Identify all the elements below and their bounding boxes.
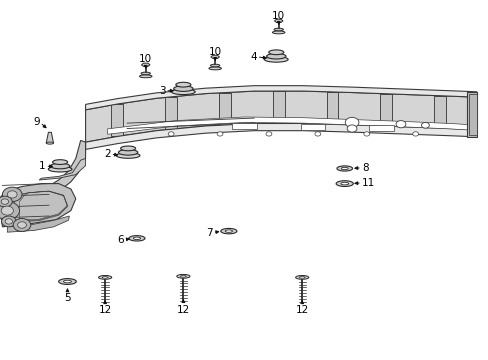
- Polygon shape: [274, 19, 283, 23]
- Circle shape: [363, 132, 369, 136]
- Ellipse shape: [210, 64, 220, 67]
- Text: 6: 6: [117, 235, 123, 245]
- Ellipse shape: [335, 181, 353, 186]
- Polygon shape: [468, 94, 476, 135]
- Ellipse shape: [268, 50, 283, 55]
- Circle shape: [1, 199, 9, 204]
- Ellipse shape: [224, 230, 232, 232]
- Circle shape: [2, 187, 22, 202]
- Ellipse shape: [273, 28, 283, 31]
- Polygon shape: [107, 117, 473, 134]
- Text: 1: 1: [39, 161, 45, 171]
- Polygon shape: [0, 184, 76, 227]
- Circle shape: [421, 122, 428, 128]
- Polygon shape: [46, 132, 53, 143]
- Ellipse shape: [295, 275, 308, 279]
- Ellipse shape: [141, 72, 150, 75]
- Polygon shape: [326, 92, 338, 124]
- Circle shape: [13, 219, 31, 231]
- Text: 11: 11: [361, 178, 374, 188]
- Ellipse shape: [340, 182, 348, 185]
- Circle shape: [412, 132, 418, 136]
- Ellipse shape: [336, 166, 352, 171]
- Polygon shape: [466, 92, 476, 137]
- Ellipse shape: [208, 67, 221, 70]
- Polygon shape: [232, 123, 256, 129]
- Ellipse shape: [59, 279, 76, 284]
- Ellipse shape: [46, 142, 54, 144]
- Polygon shape: [272, 91, 284, 123]
- Circle shape: [7, 191, 17, 198]
- Polygon shape: [210, 55, 219, 59]
- Circle shape: [345, 117, 358, 127]
- Polygon shape: [433, 96, 445, 128]
- Text: 2: 2: [103, 149, 110, 159]
- Ellipse shape: [48, 166, 72, 172]
- Ellipse shape: [180, 275, 186, 277]
- Ellipse shape: [176, 82, 190, 87]
- Ellipse shape: [221, 229, 236, 234]
- Polygon shape: [368, 125, 393, 131]
- Ellipse shape: [50, 163, 70, 169]
- Circle shape: [395, 121, 405, 128]
- Text: 3: 3: [158, 86, 165, 96]
- Circle shape: [168, 132, 174, 136]
- Circle shape: [1, 216, 16, 227]
- Text: 10: 10: [139, 54, 152, 64]
- Text: 4: 4: [249, 52, 256, 62]
- Text: 10: 10: [272, 10, 285, 21]
- Ellipse shape: [121, 146, 135, 151]
- Ellipse shape: [102, 276, 108, 278]
- Circle shape: [1, 206, 14, 215]
- Ellipse shape: [98, 275, 111, 279]
- Ellipse shape: [133, 237, 141, 239]
- Text: 10: 10: [208, 46, 221, 57]
- Ellipse shape: [118, 150, 138, 155]
- Ellipse shape: [177, 274, 189, 278]
- Circle shape: [314, 132, 320, 136]
- Circle shape: [265, 132, 271, 136]
- Polygon shape: [141, 63, 150, 67]
- Polygon shape: [219, 93, 230, 125]
- Polygon shape: [380, 94, 391, 126]
- Text: 12: 12: [176, 305, 190, 315]
- Polygon shape: [165, 97, 177, 129]
- Circle shape: [0, 202, 20, 220]
- Text: 9: 9: [33, 117, 40, 127]
- Polygon shape: [39, 158, 85, 180]
- Circle shape: [5, 219, 12, 224]
- Ellipse shape: [129, 235, 144, 241]
- Circle shape: [18, 222, 26, 228]
- Ellipse shape: [63, 280, 71, 283]
- Polygon shape: [85, 123, 476, 149]
- Polygon shape: [300, 124, 325, 130]
- Polygon shape: [85, 86, 476, 110]
- Ellipse shape: [116, 153, 140, 158]
- Ellipse shape: [341, 167, 347, 170]
- Polygon shape: [10, 140, 85, 202]
- Text: 5: 5: [64, 293, 71, 303]
- Ellipse shape: [299, 276, 305, 278]
- Polygon shape: [111, 104, 123, 136]
- Ellipse shape: [266, 54, 285, 59]
- Circle shape: [0, 196, 12, 207]
- Ellipse shape: [264, 57, 287, 62]
- Polygon shape: [7, 216, 69, 232]
- Ellipse shape: [53, 160, 67, 165]
- Polygon shape: [85, 91, 476, 142]
- Ellipse shape: [171, 89, 195, 95]
- Circle shape: [217, 132, 223, 136]
- Text: 12: 12: [295, 305, 308, 315]
- Ellipse shape: [272, 31, 285, 34]
- Text: 8: 8: [361, 163, 368, 173]
- Ellipse shape: [139, 75, 152, 78]
- Circle shape: [346, 125, 356, 132]
- Text: 7: 7: [205, 228, 212, 238]
- Ellipse shape: [173, 86, 193, 91]
- Text: 12: 12: [98, 305, 112, 315]
